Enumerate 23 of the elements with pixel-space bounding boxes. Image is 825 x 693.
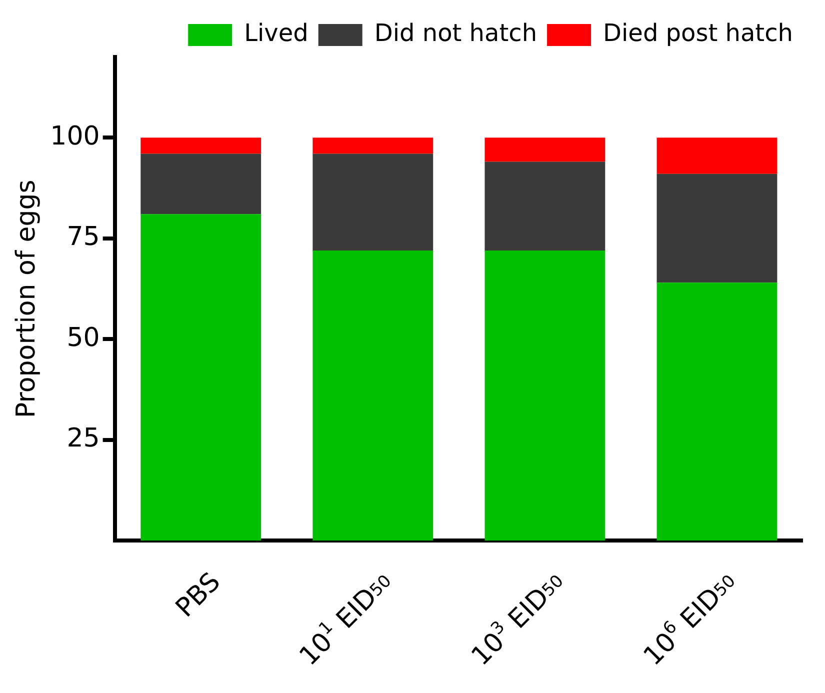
x-tick-label: 106 EID50	[638, 571, 740, 672]
y-axis-title: Proportion of eggs	[11, 180, 42, 418]
y-tick-label: 100	[50, 121, 100, 152]
bar	[140, 138, 262, 154]
bar	[484, 138, 606, 162]
bar	[140, 154, 262, 214]
legend-label: Did not hatch	[374, 19, 538, 48]
bar	[484, 162, 606, 250]
y-tick-label: 25	[66, 424, 100, 454]
legend-label: Died post hatch	[603, 19, 794, 48]
y-tick-label: 75	[66, 222, 100, 252]
bar	[312, 250, 434, 541]
bar	[312, 138, 434, 154]
bar	[656, 174, 778, 283]
bar	[312, 154, 434, 250]
x-tick-label: 101 EID50	[294, 571, 396, 672]
bar	[656, 282, 778, 541]
x-tick-label: 103 EID50	[466, 571, 568, 672]
y-tick-label: 50	[66, 322, 100, 353]
bar	[656, 138, 778, 174]
legend-label: Lived	[244, 19, 308, 48]
bar	[484, 250, 606, 541]
bar	[140, 214, 262, 541]
